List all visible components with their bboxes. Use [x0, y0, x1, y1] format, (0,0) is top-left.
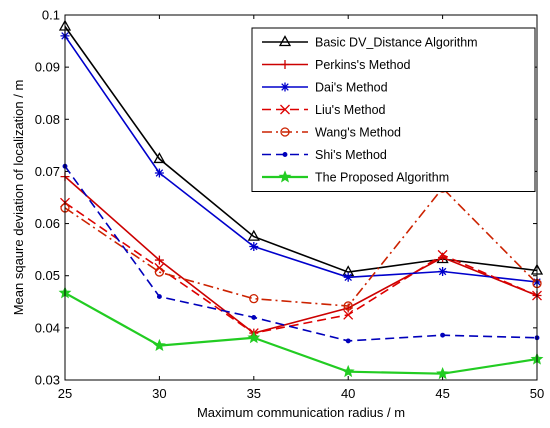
- series-line: [64, 291, 538, 375]
- legend-item: Liu's Method: [262, 103, 386, 117]
- data-point: [249, 242, 259, 252]
- data-point: [438, 267, 448, 277]
- series-layer: [58, 19, 544, 380]
- series-line: [64, 176, 538, 334]
- data-point: [154, 255, 164, 265]
- series-line: [64, 165, 538, 342]
- legend-label: Liu's Method: [315, 103, 386, 117]
- data-point: [251, 314, 257, 320]
- legend-label: The Proposed Algorithm: [315, 171, 449, 185]
- legend-item: Wang's Method: [262, 126, 401, 140]
- y-tick-label: 0.1: [42, 8, 60, 23]
- data-point: [282, 152, 288, 157]
- legend-label: Dai's Method: [315, 81, 388, 95]
- legend-label: Shi's Method: [315, 148, 387, 162]
- data-point: [440, 332, 446, 338]
- x-tick-label: 35: [247, 386, 261, 401]
- data-point: [345, 338, 351, 344]
- y-tick-label: 0.04: [35, 320, 60, 335]
- data-point: [280, 82, 290, 92]
- data-point: [278, 170, 292, 183]
- data-point: [343, 309, 354, 320]
- y-tick-label: 0.03: [35, 373, 60, 388]
- data-point: [153, 152, 166, 164]
- x-tick-label: 50: [530, 386, 544, 401]
- data-point: [436, 366, 450, 380]
- data-point: [152, 338, 166, 352]
- series-line: [64, 35, 538, 283]
- data-point: [278, 35, 292, 47]
- data-point: [341, 364, 355, 378]
- data-point: [156, 294, 162, 300]
- legend-label: Basic DV_Distance Algorithm: [315, 36, 478, 50]
- y-tick-label: 0.09: [35, 60, 60, 75]
- y-tick-label: 0.07: [35, 164, 60, 179]
- data-point: [154, 267, 165, 277]
- x-tick-label: 30: [152, 386, 166, 401]
- data-point: [280, 60, 290, 69]
- data-point: [154, 168, 164, 178]
- series-line: [64, 186, 538, 307]
- legend-item: Perkins's Method: [262, 58, 411, 72]
- plot-frame: [64, 14, 538, 381]
- data-point: [280, 127, 290, 137]
- axis-ticks: 25 30 35 40 45 50 0.03 0.04 0.05 0.06 0.07 0.08 0.09…: [35, 8, 545, 402]
- data-point: [437, 249, 448, 260]
- x-axis-label: Maximum communication radius / m: [197, 405, 405, 420]
- data-point: [280, 104, 290, 115]
- legend-item: The Proposed Algorithm: [262, 170, 449, 185]
- x-tick-label: 45: [435, 386, 449, 401]
- legend-label: Perkins's Method: [315, 58, 411, 72]
- series-line: [64, 202, 538, 334]
- data-point: [249, 294, 259, 304]
- legend: Basic DV_Distance Algorithm Perkins's Met…: [251, 27, 536, 192]
- data-point: [247, 331, 261, 344]
- y-tick-label: 0.05: [35, 268, 60, 283]
- legend-item: Basic DV_Distance Algorithm: [262, 35, 478, 50]
- y-tick-label: 0.08: [35, 112, 60, 127]
- data-point: [247, 229, 260, 241]
- legend-item: Dai's Method: [262, 81, 388, 95]
- legend-label: Wang's Method: [315, 126, 401, 140]
- data-point: [343, 272, 353, 282]
- y-axis-label: Mean sqaure deviation of localization / …: [11, 80, 26, 316]
- legend-item: Shi's Method: [262, 148, 387, 162]
- legend-box: [251, 27, 536, 192]
- x-tick-label: 40: [341, 386, 355, 401]
- data-point: [343, 301, 353, 311]
- y-tick-label: 0.06: [35, 216, 60, 231]
- x-tick-label: 25: [58, 386, 72, 401]
